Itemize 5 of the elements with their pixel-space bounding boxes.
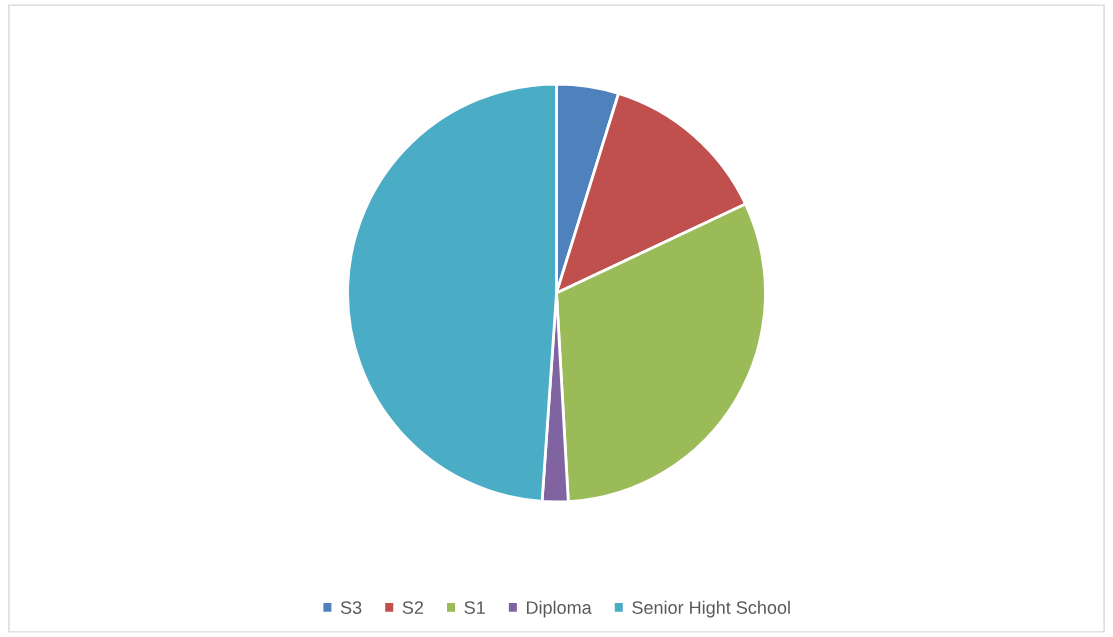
legend-label: S3 (340, 601, 362, 614)
legend-label: Senior Hight School (632, 600, 790, 618)
legend-label: S1 (464, 601, 485, 614)
legend-label: Diploma (526, 600, 592, 618)
legend-label: S2 (402, 601, 424, 614)
